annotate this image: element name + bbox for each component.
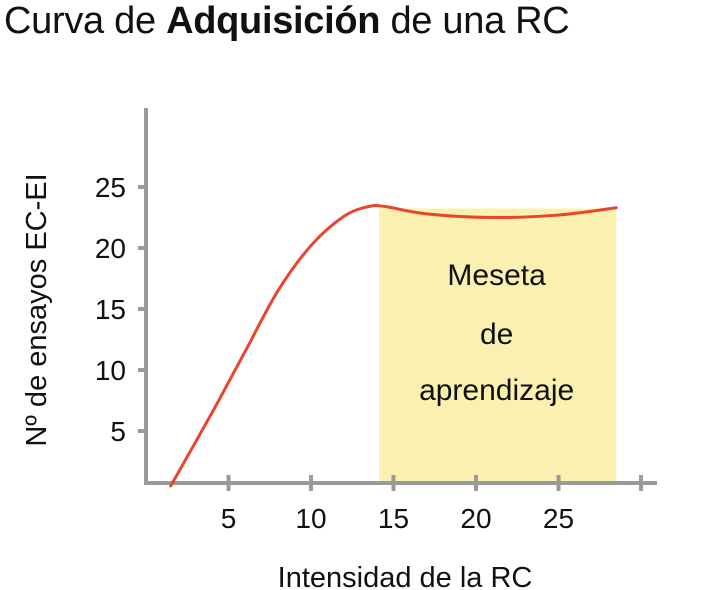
plateau-label-line: aprendizaje bbox=[419, 374, 574, 407]
title-prefix: Curva de bbox=[4, 0, 167, 42]
y-tick-label: 25 bbox=[95, 172, 126, 203]
chart-title: Curva de Adquisición de una RC bbox=[4, 0, 570, 43]
x-tick-label: 5 bbox=[221, 503, 237, 534]
acquisition-curve bbox=[169, 203, 618, 488]
x-axis-title: Intensidad de la RC bbox=[278, 562, 533, 590]
plateau-label-line: de bbox=[480, 318, 513, 351]
title-bold: Adquisición bbox=[166, 0, 381, 42]
y-tick-label: 15 bbox=[95, 294, 126, 325]
y-axis-title: Nº de ensayos EC-EI bbox=[21, 173, 53, 446]
plateau-region bbox=[379, 208, 617, 483]
y-tick-label: 10 bbox=[95, 355, 126, 386]
y-tick-label: 20 bbox=[95, 233, 126, 264]
title-suffix: de una RC bbox=[380, 0, 570, 42]
y-tick-label: 5 bbox=[110, 416, 126, 447]
x-tick-label: 20 bbox=[460, 503, 491, 534]
plateau-label-line: Meseta bbox=[447, 259, 546, 292]
x-tick-label: 25 bbox=[543, 503, 574, 534]
x-tick-label: 15 bbox=[378, 503, 409, 534]
x-tick-label: 10 bbox=[295, 503, 326, 534]
